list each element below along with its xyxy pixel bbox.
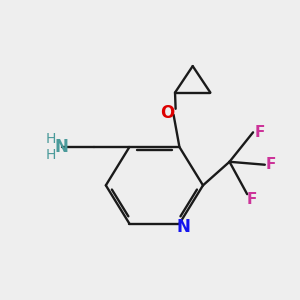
- Text: F: F: [246, 192, 257, 207]
- Text: O: O: [160, 104, 174, 122]
- Text: N: N: [177, 218, 191, 236]
- Text: H: H: [45, 148, 56, 162]
- Text: F: F: [266, 157, 277, 172]
- Text: N: N: [55, 138, 69, 156]
- Text: H: H: [45, 132, 56, 146]
- Text: F: F: [254, 125, 265, 140]
